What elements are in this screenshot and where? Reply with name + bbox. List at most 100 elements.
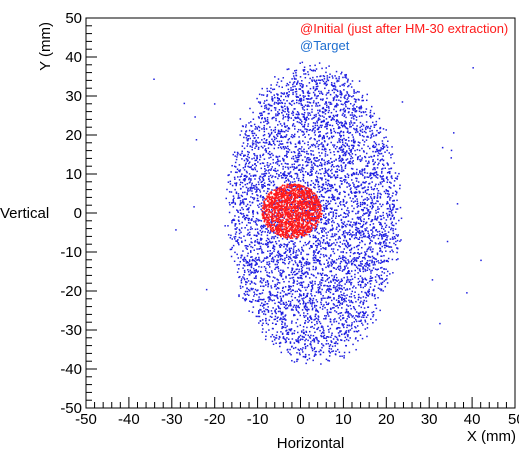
target-point: [254, 228, 257, 231]
target-point: [241, 254, 243, 257]
target-point: [232, 199, 235, 202]
target-point: [244, 133, 246, 135]
target-point: [274, 96, 276, 99]
target-point: [366, 204, 369, 206]
target-point: [251, 256, 253, 258]
target-point: [240, 175, 242, 177]
target-point: [304, 308, 307, 310]
target-point: [350, 282, 352, 284]
target-point: [265, 320, 267, 322]
target-point: [275, 84, 278, 86]
target-point: [361, 277, 363, 279]
target-point: [357, 312, 360, 314]
target-point: [325, 301, 327, 304]
target-point: [320, 332, 323, 335]
target-point: [268, 224, 271, 227]
target-point: [294, 125, 296, 128]
target-point: [367, 314, 369, 316]
target-point: [292, 119, 295, 121]
target-point: [303, 167, 305, 170]
target-point: [365, 212, 367, 215]
target-point: [334, 353, 337, 355]
target-point: [357, 141, 360, 143]
target-point: [305, 228, 308, 231]
target-point: [246, 150, 249, 153]
target-point: [298, 296, 300, 298]
target-point: [358, 238, 360, 240]
target-point: [353, 118, 355, 120]
target-point: [307, 253, 310, 256]
target-point: [293, 150, 295, 153]
target-point: [333, 84, 336, 87]
target-point: [321, 138, 324, 140]
target-point: [302, 108, 304, 110]
target-point: [364, 111, 367, 113]
target-point: [246, 234, 249, 236]
target-point: [332, 186, 334, 189]
target-point: [288, 292, 291, 295]
target-point: [345, 239, 348, 242]
target-point: [331, 172, 333, 175]
target-point: [364, 270, 367, 272]
target-point: [321, 67, 323, 70]
target-point: [357, 298, 360, 301]
target-point: [314, 350, 316, 353]
target-point: [280, 313, 283, 316]
target-point: [365, 121, 368, 123]
target-point: [236, 171, 238, 174]
target-point: [332, 196, 334, 198]
target-point: [353, 285, 355, 287]
target-point: [362, 150, 365, 152]
target-point: [351, 153, 354, 155]
target-point: [368, 263, 371, 265]
target-point: [262, 322, 264, 325]
target-point: [247, 138, 250, 140]
target-point: [355, 287, 357, 289]
target-point: [274, 214, 276, 217]
target-point: [336, 80, 338, 83]
target-point: [346, 324, 349, 327]
target-point: [335, 171, 337, 173]
target-point: [366, 236, 369, 238]
target-point: [326, 75, 329, 77]
target-point: [387, 216, 389, 218]
target-point: [349, 102, 352, 105]
target-point: [298, 352, 301, 354]
target-point: [289, 341, 292, 343]
target-point: [344, 320, 347, 322]
target-point: [257, 220, 260, 222]
target-point: [254, 283, 257, 285]
target-point: [262, 186, 264, 188]
target-point: [355, 116, 358, 118]
target-point: [311, 288, 314, 290]
target-point: [260, 231, 263, 234]
target-point: [291, 267, 293, 269]
target-point: [281, 177, 283, 179]
target-point: [332, 219, 334, 222]
target-point: [239, 183, 241, 186]
target-point: [300, 83, 303, 85]
target-point: [381, 178, 383, 180]
target-point: [286, 145, 289, 148]
points-layer: [153, 61, 482, 365]
target-point: [376, 252, 379, 254]
target-point: [268, 261, 270, 263]
target-point: [305, 244, 307, 246]
target-point: [272, 276, 275, 278]
target-point: [287, 119, 289, 122]
target-point: [336, 174, 339, 177]
target-point: [384, 167, 386, 169]
target-point: [277, 256, 280, 258]
target-point: [313, 306, 316, 308]
target-point: [359, 170, 361, 172]
target-point: [335, 77, 338, 80]
target-point: [321, 99, 324, 101]
target-point: [260, 278, 263, 280]
target-point: [310, 171, 312, 173]
target-point: [249, 166, 252, 169]
target-point: [344, 266, 346, 269]
target-point: [290, 257, 292, 260]
target-point: [267, 310, 270, 312]
target-point: [306, 267, 308, 270]
target-point: [346, 276, 349, 278]
